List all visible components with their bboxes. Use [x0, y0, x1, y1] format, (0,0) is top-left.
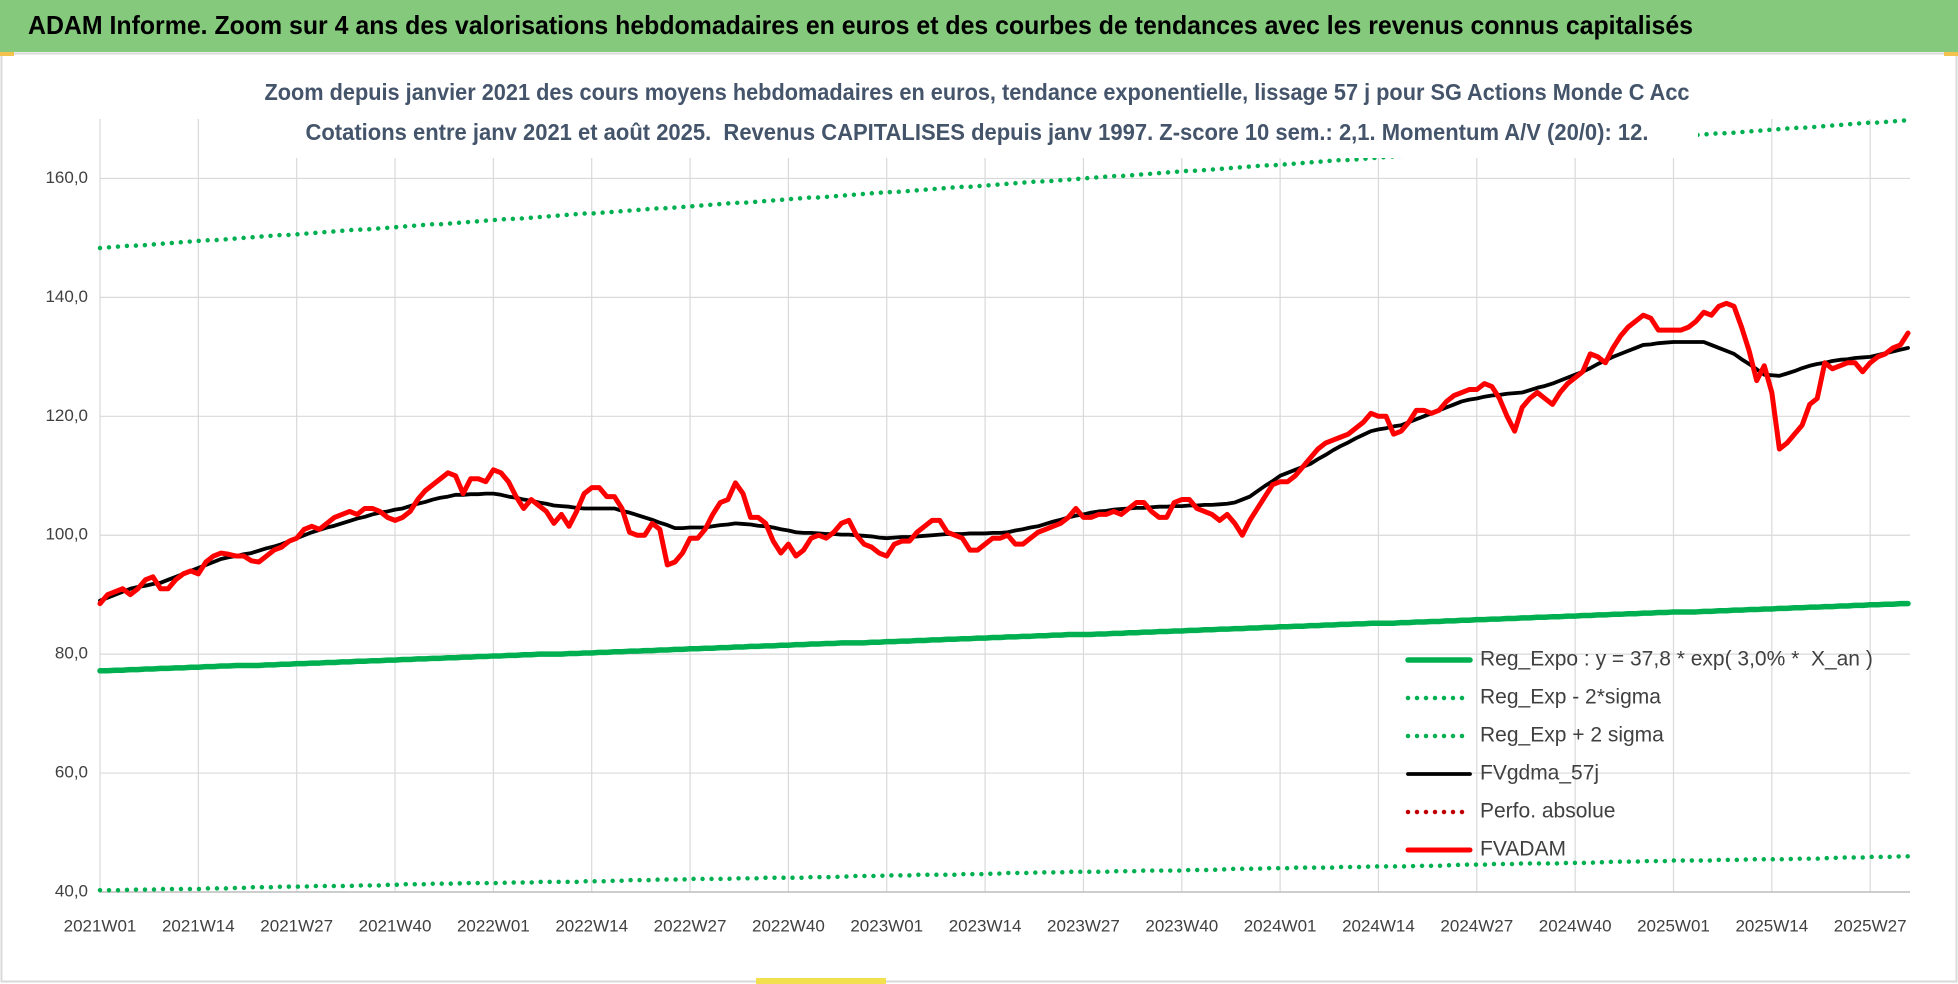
legend-label: Reg_Exp - 2*sigma: [1480, 686, 1661, 709]
x-tick-label: 2021W40: [359, 916, 432, 935]
series-line: [97, 854, 1911, 893]
x-tick-label: 2025W01: [1637, 916, 1710, 935]
x-tick-label: 2021W01: [64, 916, 137, 935]
x-tick-label: 2024W01: [1244, 916, 1317, 935]
frame-tab: [756, 978, 886, 984]
y-tick-label: 100,0: [45, 525, 88, 544]
x-tick-label: 2023W14: [949, 916, 1022, 935]
series-line: [98, 340, 1910, 603]
plot-area: [97, 117, 1911, 893]
y-tick-label: 120,0: [45, 406, 88, 425]
x-tick-label: 2023W40: [1145, 916, 1218, 935]
legend-label: FVgdma_57j: [1480, 762, 1599, 785]
y-tick-label: 160,0: [45, 168, 88, 187]
title-background: [252, 74, 1698, 158]
grid: [99, 119, 1910, 893]
chart-subtitle: Cotations entre janv 2021 et août 2025. …: [306, 119, 1649, 145]
x-tick-label: 2025W27: [1834, 916, 1907, 935]
x-tick-label: 2023W27: [1047, 916, 1120, 935]
x-tick-label: 2021W27: [260, 916, 333, 935]
chart-title: Zoom depuis janvier 2021 des cours moyen…: [265, 79, 1690, 105]
series-line: [97, 600, 1911, 674]
legend-label: Reg_Exp + 2 sigma: [1480, 724, 1664, 747]
header-bar: [0, 0, 1958, 52]
y-tick-label: 40,0: [55, 881, 88, 900]
header-title: ADAM Informe. Zoom sur 4 ans des valoris…: [28, 10, 1693, 40]
legend-label: FVADAM: [1480, 838, 1566, 861]
series-line: [97, 300, 1911, 607]
x-tick-label: 2023W01: [850, 916, 923, 935]
legend-label: Reg_Expo : y = 37,8 * exp( 3,0% * X_an ): [1480, 648, 1873, 671]
x-tick-label: 2021W14: [162, 916, 235, 935]
x-tick-label: 2024W40: [1539, 916, 1612, 935]
legend-label: Perfo. absolue: [1480, 800, 1615, 823]
x-tick-label: 2022W27: [654, 916, 727, 935]
x-tick-label: 2024W14: [1342, 916, 1415, 935]
x-tick-label: 2024W27: [1440, 916, 1513, 935]
x-tick-label: 2025W14: [1735, 916, 1808, 935]
frame-corner: [1944, 52, 1958, 56]
y-tick-label: 60,0: [55, 763, 88, 782]
y-tick-label: 140,0: [45, 287, 88, 306]
x-tick-label: 2022W01: [457, 916, 530, 935]
x-tick-label: 2022W40: [752, 916, 825, 935]
frame: [0, 52, 1958, 983]
y-tick-label: 80,0: [55, 644, 88, 663]
frame-corner: [0, 52, 14, 56]
labels: 40,0 60,0 80,0 100,0 120,0 140,0 160,0 2021W01 2…: [45, 168, 1906, 936]
x-tick-label: 2022W14: [555, 916, 628, 935]
